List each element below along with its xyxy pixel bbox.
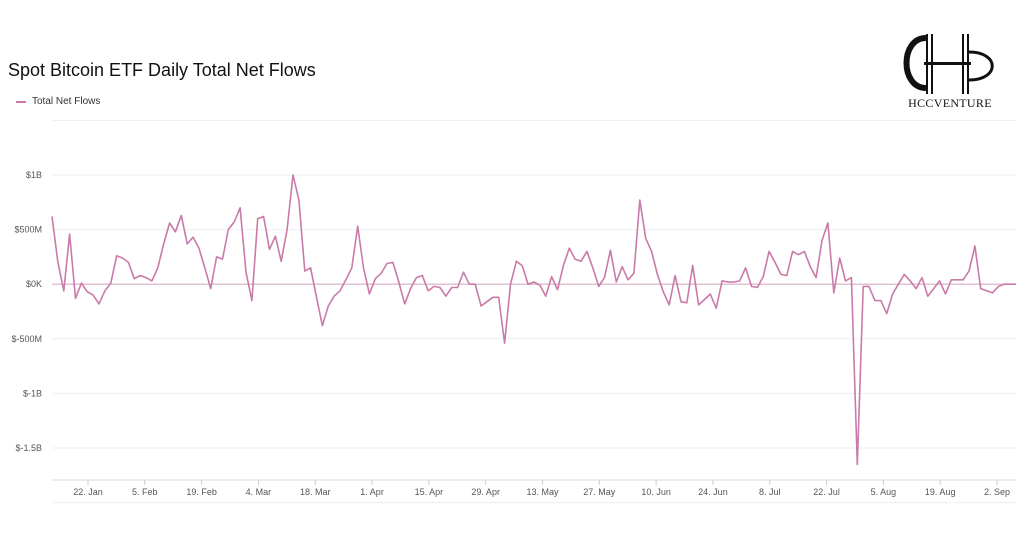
x-tick-label: 2. Sep (984, 487, 1010, 497)
x-tick-label: 22. Jul (813, 487, 840, 497)
x-axis: 22. Jan 5. Feb 19. Feb 4. Mar 18. Mar 1. Apr 1… (52, 479, 1016, 497)
legend-label: Total Net Flows (32, 96, 101, 107)
y-tick-label: $0K (26, 279, 42, 289)
series-layer (51, 174, 1016, 466)
x-tick-label: 4. Mar (246, 487, 272, 497)
y-tick-label: $1B (26, 170, 42, 180)
x-tick-label: 22. Jan (73, 487, 103, 497)
series-line-total-net-flows[interactable] (51, 174, 1016, 466)
x-tick-label: 13. May (526, 487, 559, 497)
x-tick-label: 19. Feb (186, 487, 217, 497)
chart-title: Spot Bitcoin ETF Daily Total Net Flows (8, 60, 316, 80)
grid-layer (52, 119, 1016, 504)
x-tick-label: 24. Jun (698, 487, 728, 497)
x-tick-label: 10. Jun (641, 487, 671, 497)
y-tick-label: $-500M (11, 334, 42, 344)
logo-text: HCCVENTURE (908, 96, 992, 110)
x-tick-label: 19. Aug (925, 487, 956, 497)
y-tick-label: $-1B (23, 388, 42, 398)
logo-mark-icon (903, 34, 994, 94)
x-tick-label: 27. May (583, 487, 616, 497)
x-tick-label: 5. Aug (871, 487, 897, 497)
x-tick-label: 1. Apr (360, 487, 384, 497)
x-tick-label: 29. Apr (471, 487, 500, 497)
x-tick-label: 5. Feb (132, 487, 158, 497)
legend-swatch (16, 100, 26, 103)
y-axis: $1B $500M $0K $-500M $-1B $-1.5B (11, 170, 42, 453)
hccventure-logo: HCCVENTURE (900, 30, 1000, 112)
chart-legend[interactable]: Total Net Flows (16, 96, 100, 107)
y-tick-label: $-1.5B (15, 443, 42, 453)
x-tick-label: 15. Apr (415, 487, 444, 497)
x-tick-label: 8. Jul (759, 487, 781, 497)
y-tick-label: $500M (14, 225, 42, 235)
x-tick-label: 18. Mar (300, 487, 331, 497)
